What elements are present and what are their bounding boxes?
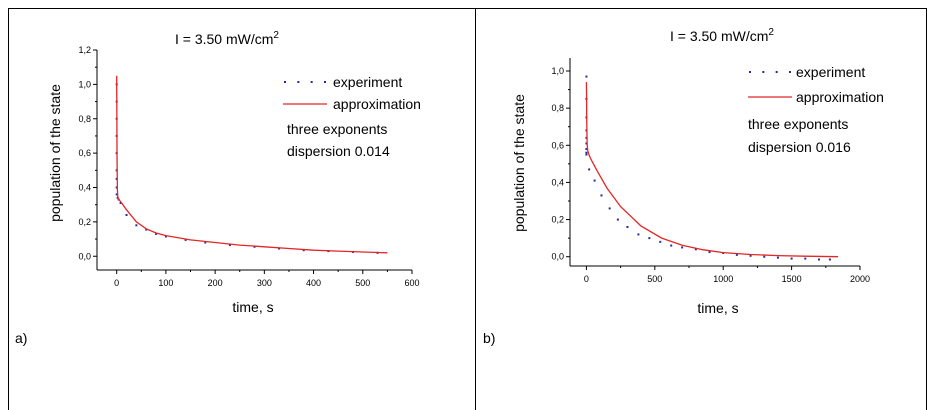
chart-a-experiment-point bbox=[119, 201, 122, 204]
chart-b-experiment-point bbox=[670, 244, 673, 247]
chart-b-legend-label: experiment bbox=[796, 64, 865, 80]
chart-b-experiment-point bbox=[790, 257, 793, 260]
chart-b-experiment-point bbox=[804, 257, 807, 260]
chart-a-title: I = 3.50 mW/cm2 bbox=[175, 30, 279, 47]
chart-b-y-tick-label: 0,6 bbox=[551, 140, 564, 150]
chart-b-series-approximation bbox=[585, 82, 839, 258]
chart-b-legend-label: approximation bbox=[796, 89, 884, 105]
panel-b-label: b) bbox=[483, 330, 496, 346]
chart-a-experiment-point bbox=[145, 228, 148, 231]
chart-b-y-axis-label: population of the state bbox=[511, 94, 527, 232]
chart-b-y-tick-label: 0,2 bbox=[551, 215, 564, 225]
chart-a-experiment-point bbox=[164, 235, 167, 238]
chart-a-experiment-point bbox=[278, 247, 281, 250]
chart-b-experiment-point bbox=[681, 246, 684, 249]
chart-b-y-tick-label: 0,0 bbox=[551, 252, 564, 262]
chart-b-x-tick-label: 1000 bbox=[713, 274, 733, 284]
chart-a-legend-swatch-experiment bbox=[324, 81, 326, 83]
chart-b-experiment-point bbox=[708, 251, 711, 254]
chart-b-experiment-point bbox=[637, 233, 640, 236]
chart-b-y-tick-label: 0,4 bbox=[551, 177, 564, 187]
chart-a-legend-swatch-experiment bbox=[310, 81, 313, 83]
chart-b-experiment-point bbox=[735, 253, 738, 256]
panel-a-label: a) bbox=[15, 330, 28, 346]
chart-b-title-superscript: 2 bbox=[768, 27, 774, 38]
chart-b-experiment-point bbox=[585, 148, 588, 150]
chart-a-x-tick-label: 100 bbox=[158, 278, 173, 288]
chart-a-y-tick-label: 0,2 bbox=[78, 217, 91, 227]
chart-b-experiment-point bbox=[648, 237, 651, 240]
chart-b-annotation: dispersion 0.016 bbox=[748, 139, 851, 155]
chart-b-y-tick-label: 0,8 bbox=[551, 103, 564, 113]
panel-a-frame bbox=[8, 8, 476, 410]
chart-a-experiment-point bbox=[115, 186, 118, 189]
chart-a-y-tick-label: 0,0 bbox=[78, 251, 91, 261]
chart-a-experiment-point bbox=[125, 214, 128, 216]
chart-a-experiment-point bbox=[184, 238, 187, 241]
chart-a-x-tick-label: 200 bbox=[208, 278, 223, 288]
chart-a: 0 100 200 300 400 500 600 0,0 0,2 0,4 0,6 0,8 1,0 1,2… bbox=[47, 30, 421, 315]
chart-a-y-tick-label: 1,0 bbox=[78, 79, 91, 89]
chart-b-experiment-point bbox=[585, 75, 588, 78]
chart-b-x-tick-label: 500 bbox=[647, 274, 662, 284]
chart-a-y-tick-label: 0,4 bbox=[78, 183, 91, 193]
chart-a-experiment-point bbox=[115, 193, 118, 196]
chart-a-x-tick-label: 500 bbox=[355, 278, 370, 288]
chart-b-experiment-point bbox=[593, 179, 596, 182]
chart-a-y-axis-label: population of the state bbox=[47, 84, 63, 222]
chart-b-y-tick-label: 1,0 bbox=[551, 66, 564, 76]
chart-b-experiment-point bbox=[776, 256, 779, 259]
chart-a-experiment-point bbox=[228, 244, 231, 247]
chart-b-x-axis-label: time, s bbox=[697, 300, 738, 316]
chart-b-annotation: three exponents bbox=[748, 116, 848, 132]
chart-b-experiment-point bbox=[588, 168, 591, 171]
chart-a-annotation: dispersion 0.014 bbox=[287, 143, 390, 159]
chart-b-experiment-point bbox=[585, 142, 588, 145]
chart-b-x-tick-label: 1500 bbox=[782, 274, 802, 284]
chart-b-experiment-point bbox=[828, 258, 831, 261]
chart-a-y-tick-label: 0,6 bbox=[78, 148, 91, 158]
chart-b-experiment-point bbox=[616, 218, 619, 221]
chart-a-x-tick-label: 300 bbox=[257, 278, 272, 288]
chart-b-experiment-point bbox=[749, 254, 752, 257]
chart-a-x-axis-label: time, s bbox=[232, 299, 273, 315]
chart-a-annotation: three exponents bbox=[287, 121, 387, 137]
chart-b-experiment-point bbox=[817, 258, 820, 261]
chart-a-experiment-point bbox=[204, 241, 207, 244]
chart-b-experiment-point bbox=[694, 248, 697, 251]
chart-b-experiment-point bbox=[585, 153, 588, 156]
chart-b-x-tick-label: 0 bbox=[584, 274, 589, 284]
chart-a-legend-swatch-experiment bbox=[297, 81, 300, 83]
chart-b-experiment-point bbox=[600, 194, 603, 197]
chart-a-y-tick-label: 1,2 bbox=[78, 45, 91, 55]
chart-b-legend-swatch-experiment bbox=[762, 71, 765, 73]
chart-a-experiment-point bbox=[302, 249, 305, 252]
chart-b: 0 500 1000 1500 2000 0,0 0,2 0,4 0,6 0,8 1,0 I = 3.… bbox=[511, 27, 884, 316]
chart-a-x-tick-label: 0 bbox=[114, 278, 119, 288]
chart-a-experiment-point bbox=[135, 224, 138, 227]
chart-b-experiment-point bbox=[585, 151, 588, 154]
chart-a-x-tick-label: 400 bbox=[306, 278, 321, 288]
chart-a-series-approximation bbox=[116, 75, 388, 254]
chart-a-y-tick-label: 0,8 bbox=[78, 114, 91, 124]
chart-b-legend-swatch-experiment bbox=[749, 71, 751, 73]
chart-a-legend-label: approximation bbox=[333, 96, 421, 112]
chart-b-legend-swatch-experiment bbox=[775, 71, 778, 73]
chart-a-legend-swatch-experiment bbox=[284, 81, 286, 83]
chart-b-experiment-point bbox=[626, 226, 629, 228]
chart-a-x-tick-label: 600 bbox=[404, 278, 419, 288]
chart-b-experiment-point bbox=[659, 240, 662, 243]
chart-b-experiment-point bbox=[608, 207, 611, 210]
chart-a-legend-label: experiment bbox=[333, 74, 402, 90]
chart-b-x-tick-label: 2000 bbox=[850, 274, 870, 284]
chart-a-title-superscript: 2 bbox=[273, 30, 279, 41]
chart-b-legend-swatch-experiment bbox=[789, 71, 791, 73]
chart-b-experiment-point bbox=[763, 255, 766, 258]
chart-a-experiment-point bbox=[253, 245, 256, 248]
chart-b-title: I = 3.50 mW/cm2 bbox=[670, 27, 774, 44]
chart-a-experiment-point bbox=[155, 232, 158, 235]
